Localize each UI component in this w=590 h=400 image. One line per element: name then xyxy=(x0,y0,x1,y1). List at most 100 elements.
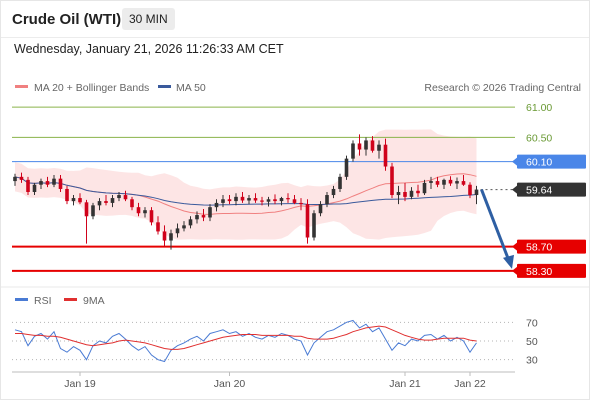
x-tick-label: Jan 22 xyxy=(454,378,486,390)
rsi-tick-label: 50 xyxy=(526,336,538,348)
candle-body xyxy=(162,231,167,241)
copyright: Research © 2026 Trading Central xyxy=(424,82,581,94)
candle-body xyxy=(396,192,401,196)
candle-body xyxy=(403,192,407,197)
candle-body xyxy=(455,181,459,184)
ma9-swatch xyxy=(64,298,77,301)
candle-body xyxy=(188,219,193,226)
candle-body xyxy=(104,201,108,203)
candle-body xyxy=(357,143,362,150)
candle-body xyxy=(143,210,147,214)
ma20-legend: MA 20 + Bollinger Bands xyxy=(34,82,149,94)
candle-body xyxy=(461,181,466,185)
ma20-swatch xyxy=(15,85,28,88)
forecast-arrow-head xyxy=(503,254,514,269)
candle-body xyxy=(364,140,368,150)
candle-body xyxy=(32,184,37,192)
chart-header: Crude Oil (WTI) 30 MIN xyxy=(1,1,589,38)
candle-body xyxy=(390,166,394,196)
candle-body xyxy=(416,190,420,194)
candle-body xyxy=(78,198,82,203)
candle-body xyxy=(26,179,30,192)
candle-body xyxy=(39,181,43,185)
candle-body xyxy=(409,190,414,197)
candle-body xyxy=(351,143,355,159)
candle-body xyxy=(149,210,154,223)
level-label-59.64: 59.64 xyxy=(526,185,552,197)
candle-body xyxy=(208,207,212,218)
candle-body xyxy=(331,188,336,196)
candle-body xyxy=(279,198,284,202)
candle-body xyxy=(292,199,297,203)
candle-body xyxy=(221,199,225,203)
candle-body xyxy=(442,179,446,185)
candle-body xyxy=(130,199,134,208)
candle-body xyxy=(110,198,115,203)
level-tag-pointer-60.10 xyxy=(512,157,517,166)
bollinger-band xyxy=(15,129,477,240)
x-tick-label: Jan 20 xyxy=(214,378,246,390)
candle-body xyxy=(227,199,232,202)
candle-body xyxy=(117,195,121,199)
instrument-title: Crude Oil (WTI) xyxy=(12,11,122,28)
candle-body xyxy=(318,204,323,214)
candle-body xyxy=(13,176,17,182)
level-tag-60.10 xyxy=(517,154,586,169)
rsi-legend: RSI xyxy=(34,295,52,307)
rsi-series-9ma xyxy=(15,325,477,350)
candle-body xyxy=(58,178,63,189)
candle-body xyxy=(370,140,375,151)
ma50-line xyxy=(14,176,477,206)
candle-body xyxy=(468,184,472,196)
x-tick-label: Jan 21 xyxy=(389,378,421,390)
ma50-legend: MA 50 xyxy=(176,82,206,94)
candle-body xyxy=(260,200,264,202)
level-label-58.70: 58.70 xyxy=(526,242,552,254)
candle-body xyxy=(435,181,440,185)
level-label-58.30: 58.30 xyxy=(526,266,552,278)
candle-body xyxy=(253,198,258,201)
candle-body xyxy=(71,198,76,202)
candle-body xyxy=(97,201,102,206)
candle-body xyxy=(182,225,186,229)
candle-body xyxy=(201,215,206,218)
level-tag-pointer-58.70 xyxy=(512,242,517,251)
candle-body xyxy=(383,144,388,167)
candle-body xyxy=(65,188,69,202)
interval-button[interactable]: 30 MIN xyxy=(122,8,175,30)
x-tick-label: Jan 19 xyxy=(64,378,96,390)
candle-body xyxy=(422,182,427,194)
candle-body xyxy=(312,213,316,238)
candle-body xyxy=(448,179,453,184)
rsi-swatch xyxy=(15,298,28,301)
candle-body xyxy=(240,196,245,201)
candle-body xyxy=(299,202,303,205)
candle-body xyxy=(19,176,24,180)
level-label-61.00: 61.00 xyxy=(526,102,552,114)
candle-body xyxy=(247,198,251,201)
x-axis: Jan 19 Jan 20 Jan 21 Jan 22 xyxy=(64,372,486,390)
candle-body xyxy=(175,228,180,234)
candle-body xyxy=(195,215,199,220)
candle-body xyxy=(52,178,56,185)
candle-body xyxy=(84,202,89,217)
timestamp: Wednesday, January 21, 2026 11:26:33 AM … xyxy=(14,42,284,56)
price-plot-area: 61.00 60.50 60.10 59.64 58.70 58.30 xyxy=(12,102,586,278)
candle-body xyxy=(325,195,329,205)
ma50-swatch xyxy=(158,85,171,88)
rsi-tick-label: 30 xyxy=(526,355,538,367)
candle-body xyxy=(123,195,128,200)
candle-body xyxy=(266,199,271,202)
level-tag-pointer-58.30 xyxy=(512,266,517,275)
candle-body xyxy=(429,181,433,183)
candle-body xyxy=(169,233,173,241)
candle-body xyxy=(156,222,160,232)
candle-body xyxy=(338,176,342,189)
candle-body xyxy=(286,198,290,200)
candle-body xyxy=(45,181,50,185)
ma9-legend: 9MA xyxy=(83,295,105,307)
candle-body xyxy=(234,196,238,202)
level-tag-59.64 xyxy=(517,182,586,197)
